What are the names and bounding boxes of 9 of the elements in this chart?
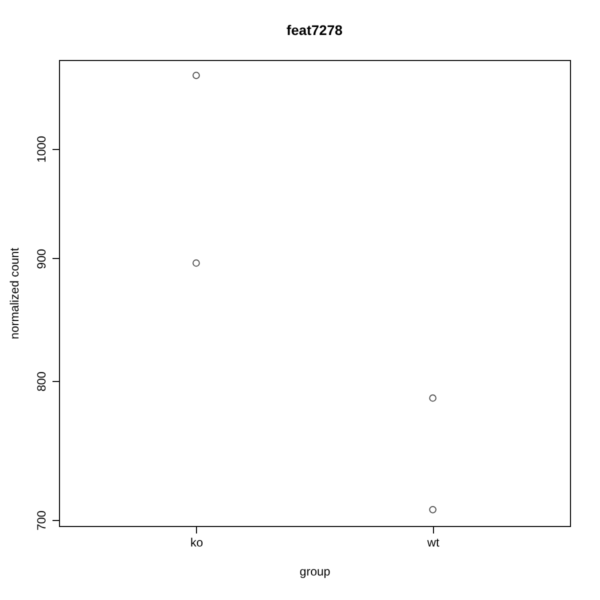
y-tick-label: 700 <box>34 510 48 531</box>
y-tick-label: 800 <box>34 371 48 392</box>
x-tick-label: ko <box>190 536 204 550</box>
y-tick-label: 1000 <box>34 136 48 163</box>
y-tick-label: 900 <box>34 248 48 269</box>
x-tick-label: wt <box>426 536 440 550</box>
chart-title: feat7278 <box>286 22 343 38</box>
x-axis-title: group <box>300 564 331 578</box>
y-axis-title: normalized count <box>8 247 22 340</box>
